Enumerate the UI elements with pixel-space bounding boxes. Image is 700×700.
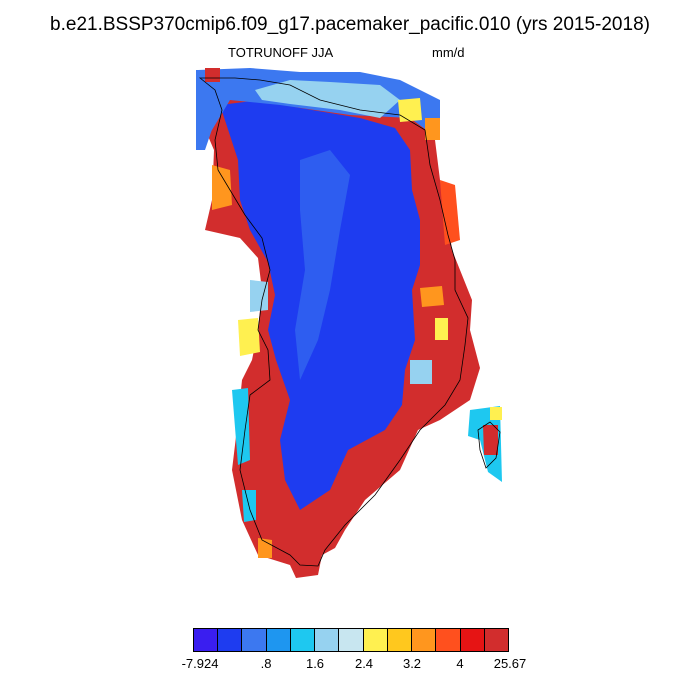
- east-coast-yellow: [435, 318, 448, 340]
- northwest-tip: [196, 70, 222, 150]
- east-coast-mid: [440, 180, 460, 245]
- colorbar-tick-label: 3.2: [402, 656, 422, 671]
- colorbar-swatch: [194, 629, 219, 651]
- west-coast-cyan: [232, 388, 250, 465]
- colorbar-swatch: [387, 629, 413, 651]
- colorbar-swatch: [290, 629, 316, 651]
- east-island-yellow: [490, 407, 502, 420]
- coastline: [198, 77, 469, 567]
- colorbar-tick-label: 1.6: [305, 656, 325, 671]
- colorbar-swatch: [412, 629, 437, 651]
- colorbar-swatch: [266, 629, 291, 651]
- colorbar-swatch: [484, 629, 509, 651]
- ice-sheet-interior-band: [295, 150, 350, 380]
- colorbar-swatch: [315, 629, 340, 651]
- east-coast-lightblue: [410, 360, 432, 384]
- colorbar-tick-label: 2.4: [354, 656, 374, 671]
- variable-label: TOTRUNOFF JJA: [228, 45, 334, 60]
- colorbar-tick-label: 25.67: [493, 656, 527, 671]
- plot-title: b.e21.BSSP370cmip6.f09_g17.pacemaker_pac…: [50, 14, 650, 35]
- southwest-orange: [258, 538, 272, 558]
- northeast-orange: [425, 118, 440, 140]
- colorbar-swatch: [363, 629, 388, 651]
- colorbar-swatch: [339, 629, 364, 651]
- colorbar-tick-label: 4: [456, 656, 464, 671]
- east-coast-orange: [420, 286, 444, 307]
- colorbar: [193, 628, 509, 652]
- west-coast-lightblue: [250, 280, 268, 312]
- west-coast-orange: [212, 165, 232, 210]
- east-island-red: [483, 425, 498, 455]
- colorbar-swatch: [242, 629, 267, 651]
- north-coast-light: [255, 80, 400, 118]
- units-label: mm/d: [432, 45, 465, 60]
- northeast-yellow: [398, 98, 422, 122]
- northwest-red-cell: [205, 68, 220, 82]
- colorbar-swatch: [436, 629, 461, 651]
- colorbar-swatch: [460, 629, 485, 651]
- runoff-field: [196, 68, 502, 578]
- colorbar-tick-label: .8: [260, 656, 272, 671]
- colorbar-tick-label: -7.924: [181, 656, 219, 671]
- island-coastline: [477, 421, 501, 469]
- west-coast-yellow: [238, 318, 260, 356]
- colorbar-swatch: [218, 629, 243, 651]
